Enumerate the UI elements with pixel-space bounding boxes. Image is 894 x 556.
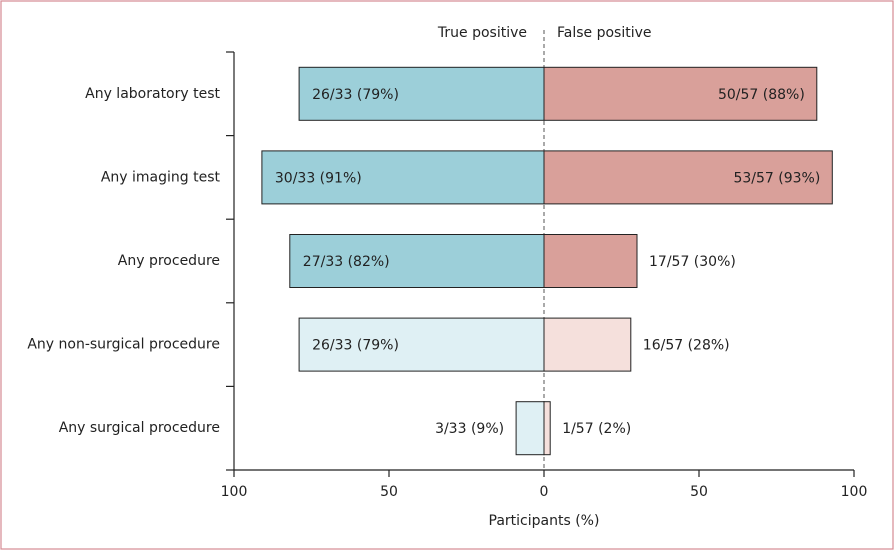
series-header: True positive [437, 25, 527, 41]
value-label: 26/33 (79%) [312, 87, 399, 103]
category-label: Any procedure [118, 253, 220, 269]
x-tick-label: 100 [841, 484, 868, 500]
value-label: 16/57 (28%) [643, 338, 730, 354]
bar [543, 66, 818, 121]
category-label: Any surgical procedure [59, 420, 220, 436]
x-tick-label: 0 [540, 484, 549, 500]
value-label: 1/57 (2%) [562, 421, 631, 437]
x-tick-label: 50 [690, 484, 708, 500]
bar [543, 234, 638, 288]
value-label: 3/33 (9%) [435, 421, 504, 437]
category-label: Any non-surgical procedure [27, 337, 220, 353]
bar [543, 401, 551, 456]
bar [543, 317, 632, 372]
bar [261, 150, 545, 205]
x-tick-label: 100 [221, 484, 248, 500]
value-label: 27/33 (82%) [303, 254, 390, 270]
x-tick-label: 50 [380, 484, 398, 500]
bar [298, 66, 545, 121]
value-label: 30/33 (91%) [275, 170, 362, 186]
bar [289, 234, 545, 288]
bar [543, 150, 833, 205]
bar [515, 401, 545, 456]
category-label: Any laboratory test [85, 86, 220, 102]
bar [298, 317, 545, 372]
value-label: 26/33 (79%) [312, 338, 399, 354]
value-label: 50/57 (88%) [718, 87, 805, 103]
category-label: Any imaging test [101, 169, 221, 185]
x-axis-label: Participants (%) [489, 513, 600, 529]
value-label: 53/57 (93%) [733, 170, 820, 186]
series-header: False positive [557, 25, 652, 41]
value-label: 17/57 (30%) [649, 254, 736, 270]
